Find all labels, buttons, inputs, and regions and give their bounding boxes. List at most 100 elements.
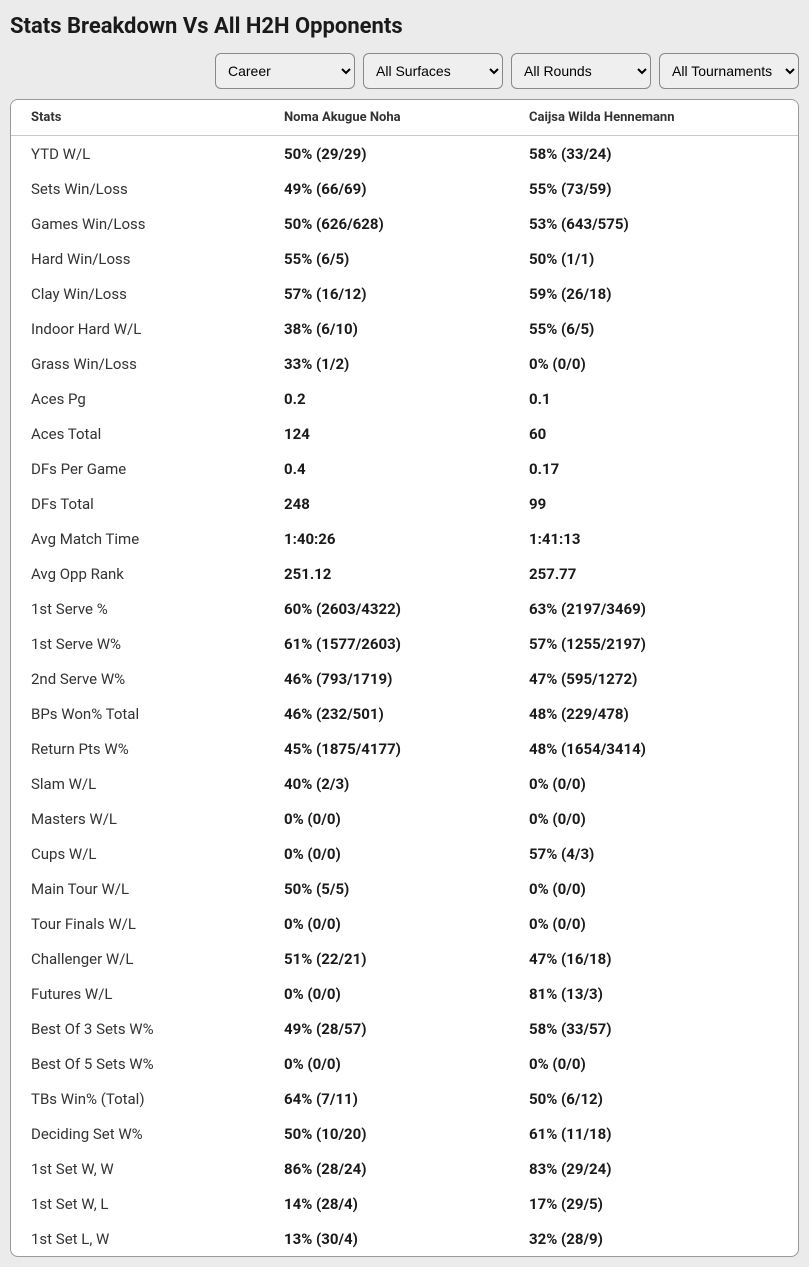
stat-value-player2: 61% (11/18) [509,1116,798,1151]
surface-select[interactable]: All Surfaces [363,53,503,89]
table-row: DFs Per Game0.40.17 [11,451,798,486]
stat-value-player2: 81% (13/3) [509,976,798,1011]
stat-value-player2: 59% (26/18) [509,276,798,311]
stat-value-player2: 1:41:13 [509,521,798,556]
stat-value-player2: 58% (33/57) [509,1011,798,1046]
stat-value-player1: 51% (22/21) [264,941,509,976]
stat-label: Aces Total [11,416,264,451]
stat-label: Grass Win/Loss [11,346,264,381]
stat-label: Main Tour W/L [11,871,264,906]
stat-value-player2: 0% (0/0) [509,871,798,906]
stat-label: 1st Serve % [11,591,264,626]
round-select[interactable]: All Rounds [511,53,651,89]
table-row: Hard Win/Loss55% (6/5)50% (1/1) [11,241,798,276]
table-row: Indoor Hard W/L38% (6/10)55% (6/5) [11,311,798,346]
stat-label: Best Of 5 Sets W% [11,1046,264,1081]
stat-value-player1: 50% (5/5) [264,871,509,906]
stat-value-player2: 57% (1255/2197) [509,626,798,661]
stat-value-player2: 55% (6/5) [509,311,798,346]
stat-value-player2: 17% (29/5) [509,1186,798,1221]
stat-value-player2: 0% (0/0) [509,801,798,836]
table-row: TBs Win% (Total)64% (7/11)50% (6/12) [11,1081,798,1116]
stat-value-player1: 0% (0/0) [264,836,509,871]
stat-value-player1: 45% (1875/4177) [264,731,509,766]
table-row: Main Tour W/L50% (5/5)0% (0/0) [11,871,798,906]
table-row: 1st Set W, W86% (28/24)83% (29/24) [11,1151,798,1186]
tournament-select[interactable]: All Tournaments [659,53,799,89]
stat-label: Aces Pg [11,381,264,416]
table-row: Cups W/L0% (0/0)57% (4/3) [11,836,798,871]
stat-label: Futures W/L [11,976,264,1011]
stat-label: Tour Finals W/L [11,906,264,941]
table-row: 1st Serve %60% (2603/4322)63% (2197/3469… [11,591,798,626]
stat-label: 1st Serve W% [11,626,264,661]
stats-table: Stats Noma Akugue Noha Caijsa Wilda Henn… [11,100,798,1256]
table-row: Best Of 3 Sets W%49% (28/57)58% (33/57) [11,1011,798,1046]
stat-value-player1: 38% (6/10) [264,311,509,346]
period-select[interactable]: Career [215,53,355,89]
table-row: Clay Win/Loss57% (16/12)59% (26/18) [11,276,798,311]
stat-value-player2: 63% (2197/3469) [509,591,798,626]
stat-value-player1: 1:40:26 [264,521,509,556]
stat-value-player1: 248 [264,486,509,521]
table-row: Avg Match Time1:40:261:41:13 [11,521,798,556]
stat-value-player1: 0% (0/0) [264,1046,509,1081]
stat-label: DFs Total [11,486,264,521]
stat-value-player1: 50% (10/20) [264,1116,509,1151]
stat-value-player2: 50% (6/12) [509,1081,798,1116]
table-row: Masters W/L0% (0/0)0% (0/0) [11,801,798,836]
stat-value-player2: 257.77 [509,556,798,591]
stat-value-player2: 57% (4/3) [509,836,798,871]
stat-label: DFs Per Game [11,451,264,486]
stat-value-player2: 50% (1/1) [509,241,798,276]
stat-label: Avg Match Time [11,521,264,556]
table-row: Games Win/Loss50% (626/628)53% (643/575) [11,206,798,241]
stat-value-player1: 0% (0/0) [264,801,509,836]
stat-value-player2: 0% (0/0) [509,906,798,941]
stat-label: 2nd Serve W% [11,661,264,696]
stat-value-player2: 99 [509,486,798,521]
stat-value-player1: 33% (1/2) [264,346,509,381]
table-row: 1st Set W, L14% (28/4)17% (29/5) [11,1186,798,1221]
stat-value-player1: 64% (7/11) [264,1081,509,1116]
stat-label: Deciding Set W% [11,1116,264,1151]
filter-bar: Career All Surfaces All Rounds All Tourn… [10,53,799,89]
table-row: BPs Won% Total46% (232/501)48% (229/478) [11,696,798,731]
stat-value-player1: 49% (28/57) [264,1011,509,1046]
table-row: Avg Opp Rank251.12257.77 [11,556,798,591]
table-row: DFs Total24899 [11,486,798,521]
stat-label: Clay Win/Loss [11,276,264,311]
stat-value-player1: 40% (2/3) [264,766,509,801]
stat-label: YTD W/L [11,136,264,172]
table-row: Deciding Set W%50% (10/20)61% (11/18) [11,1116,798,1151]
table-row: 1st Set L, W13% (30/4)32% (28/9) [11,1221,798,1256]
stat-value-player1: 0.4 [264,451,509,486]
stat-value-player1: 0.2 [264,381,509,416]
header-player2: Caijsa Wilda Hennemann [509,100,798,136]
stat-label: BPs Won% Total [11,696,264,731]
stat-value-player2: 0% (0/0) [509,766,798,801]
stat-label: 1st Set W, L [11,1186,264,1221]
stat-value-player1: 61% (1577/2603) [264,626,509,661]
table-row: YTD W/L50% (29/29)58% (33/24) [11,136,798,172]
stat-value-player1: 49% (66/69) [264,171,509,206]
stat-label: 1st Set W, W [11,1151,264,1186]
header-stats: Stats [11,100,264,136]
table-row: Tour Finals W/L0% (0/0)0% (0/0) [11,906,798,941]
stat-value-player2: 0.1 [509,381,798,416]
table-row: Slam W/L40% (2/3)0% (0/0) [11,766,798,801]
stat-label: Sets Win/Loss [11,171,264,206]
stat-label: Games Win/Loss [11,206,264,241]
stat-label: Best Of 3 Sets W% [11,1011,264,1046]
stat-value-player1: 46% (793/1719) [264,661,509,696]
stat-value-player1: 13% (30/4) [264,1221,509,1256]
table-row: Challenger W/L51% (22/21)47% (16/18) [11,941,798,976]
stat-value-player2: 0% (0/0) [509,346,798,381]
table-row: Aces Pg0.20.1 [11,381,798,416]
stats-table-container: Stats Noma Akugue Noha Caijsa Wilda Henn… [10,99,799,1257]
stat-value-player1: 46% (232/501) [264,696,509,731]
table-row: 2nd Serve W%46% (793/1719)47% (595/1272) [11,661,798,696]
stat-value-player2: 48% (1654/3414) [509,731,798,766]
stat-label: Hard Win/Loss [11,241,264,276]
stat-label: Return Pts W% [11,731,264,766]
